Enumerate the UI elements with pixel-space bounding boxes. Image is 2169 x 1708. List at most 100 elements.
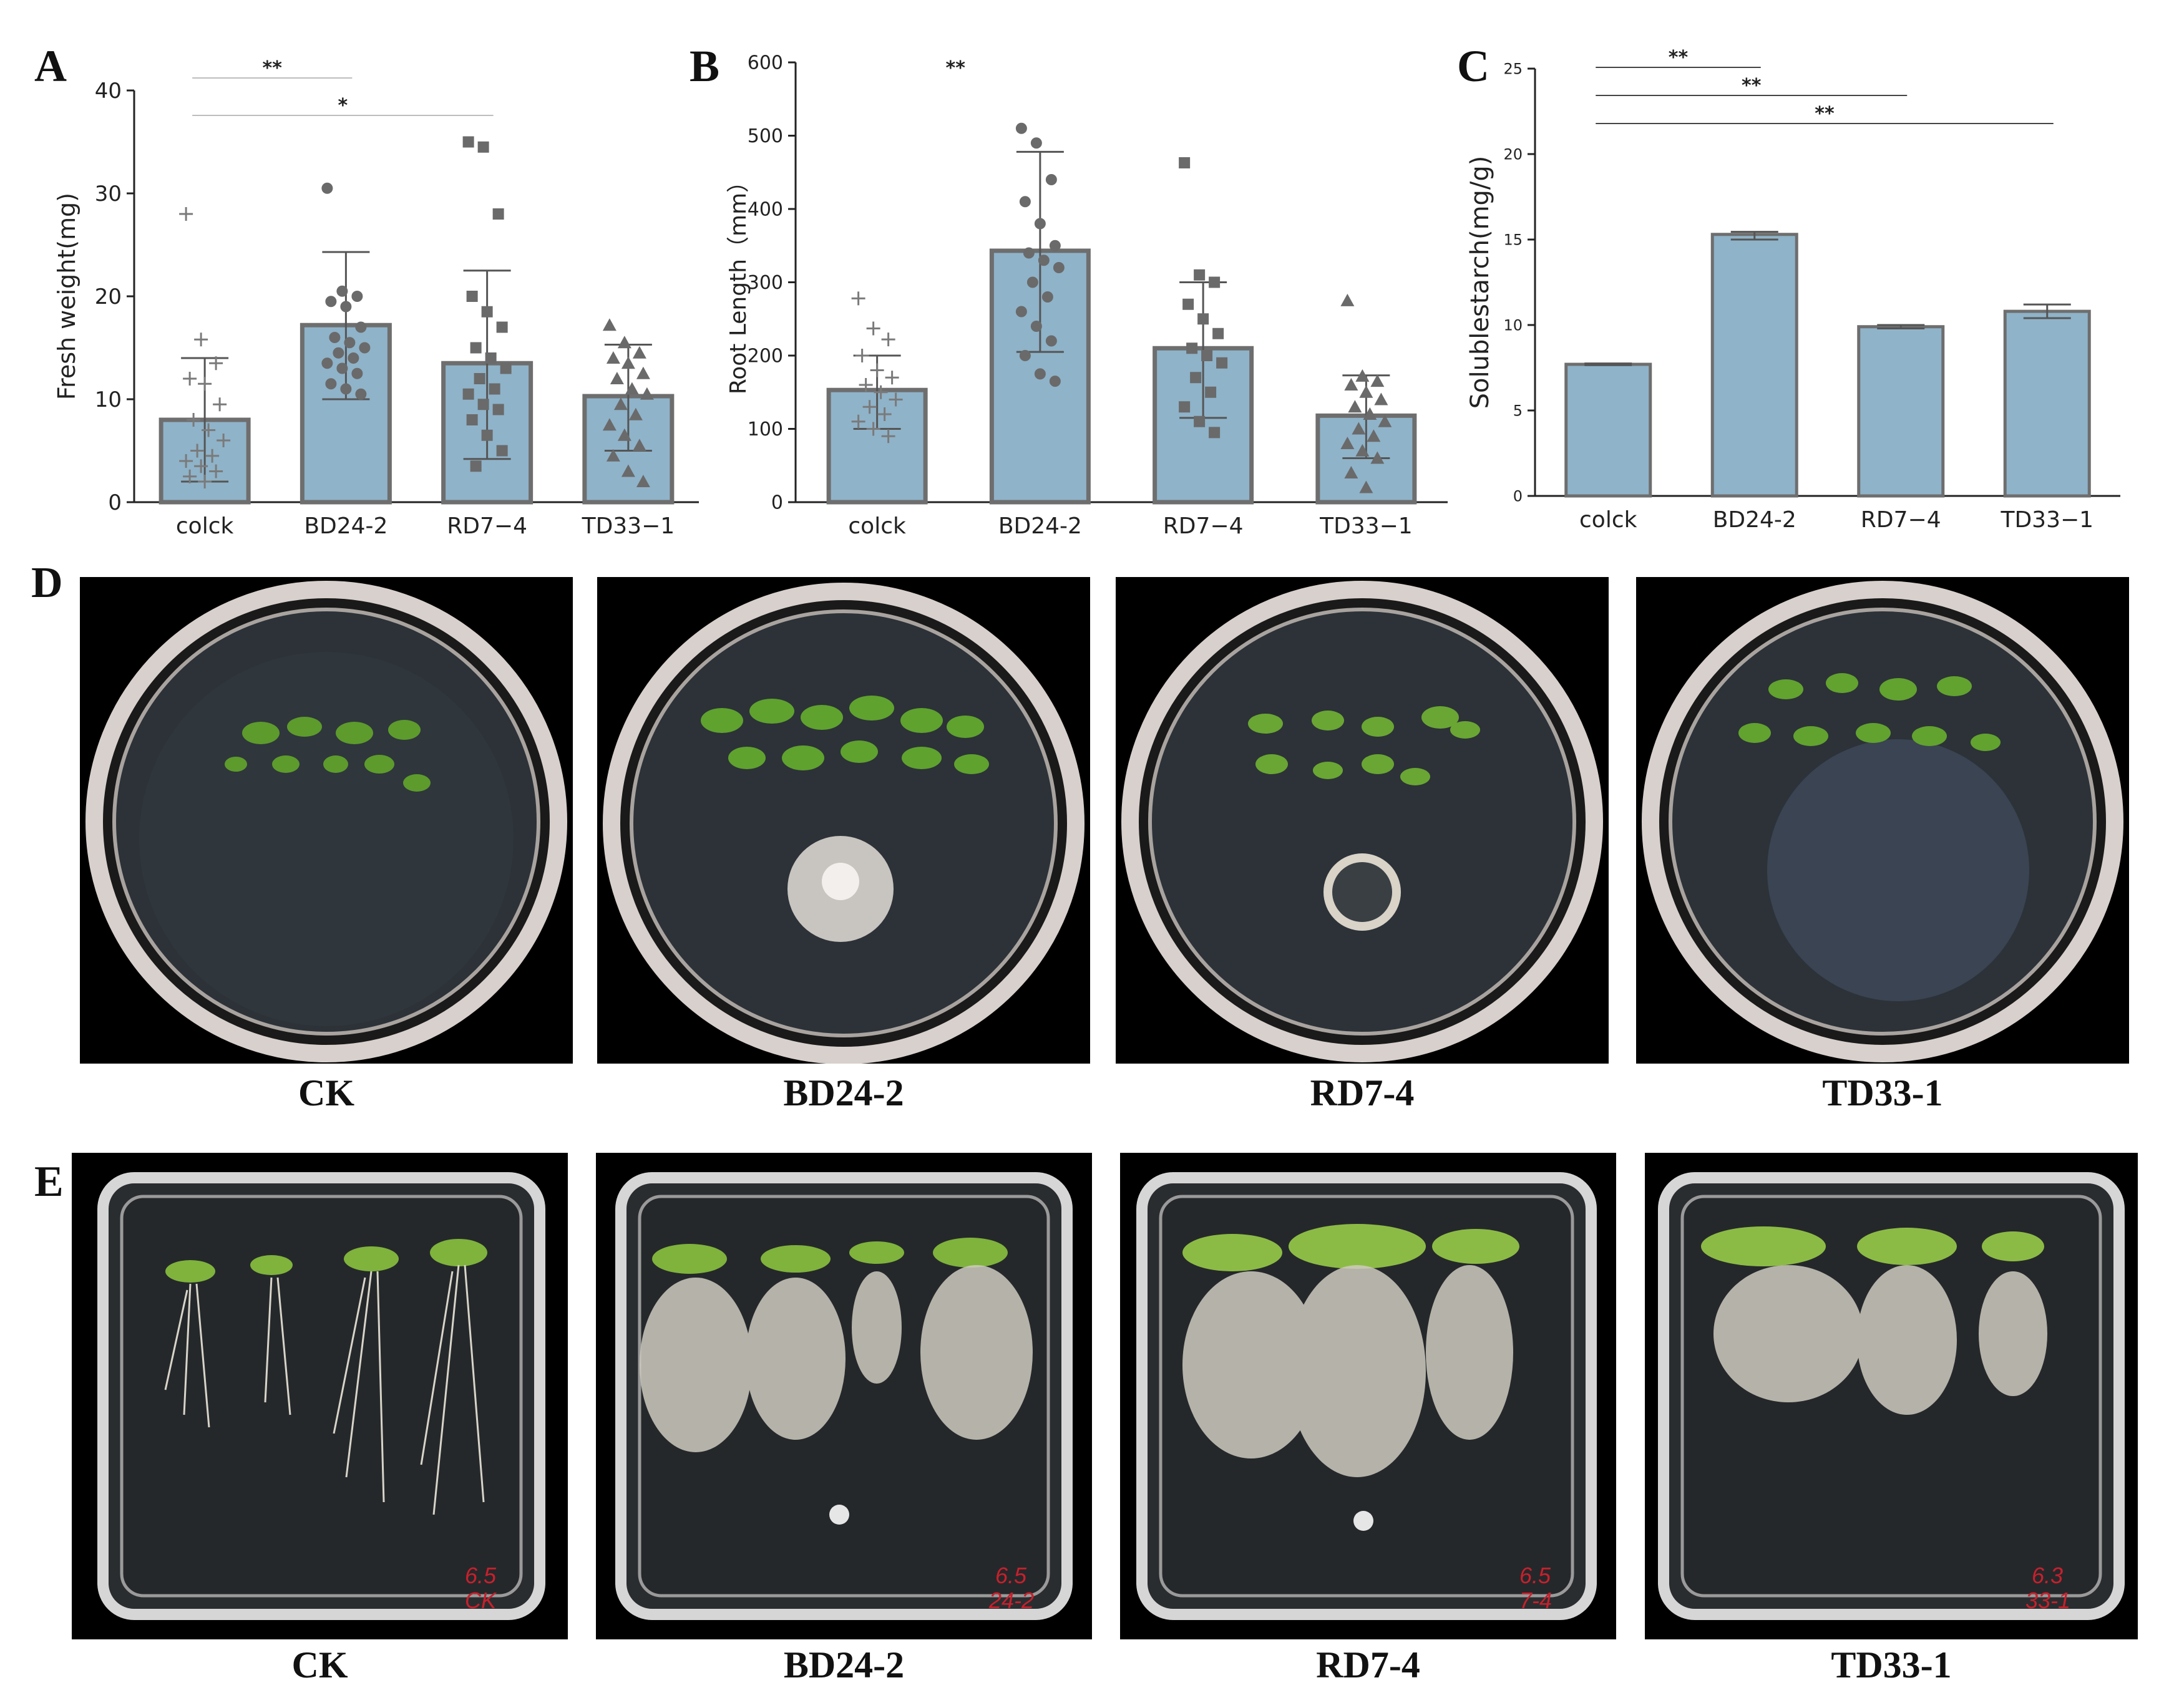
data-point [1049, 240, 1061, 251]
panel-letter: C [1457, 41, 1489, 91]
significance-label: ** [1669, 47, 1689, 69]
data-point [636, 475, 650, 487]
significance-label: ** [1742, 75, 1762, 97]
data-point [477, 141, 489, 153]
data-point [1053, 262, 1065, 273]
data-point [1015, 122, 1027, 134]
caption-d-ck: CK [298, 1072, 354, 1114]
data-point [359, 342, 371, 354]
data-point [340, 301, 352, 313]
data-point [1186, 342, 1198, 354]
data-point [198, 377, 212, 391]
data-point [477, 399, 489, 410]
square-plate-image: 6.5 24-2 [615, 1172, 1073, 1620]
caption-e-td33-1: TD33-1 [1831, 1644, 1952, 1686]
caption-e-rd7-4: RD7-4 [1316, 1644, 1420, 1686]
category-label: RD7−4 [1163, 513, 1244, 539]
data-point [1359, 480, 1373, 493]
data-point [602, 318, 617, 331]
data-point [1023, 247, 1035, 259]
data-point [492, 404, 504, 415]
data-point [209, 356, 223, 371]
square-plate-image: 6.5 CK [97, 1172, 545, 1620]
data-point [881, 429, 895, 444]
category-label: TD33−1 [582, 513, 675, 539]
data-point [866, 321, 880, 336]
data-point [1355, 369, 1370, 382]
data-point [336, 285, 348, 297]
data-point [355, 321, 367, 333]
y-tick-label: 20 [1503, 145, 1523, 163]
data-point [1034, 368, 1046, 380]
data-point [1179, 401, 1191, 413]
data-point [870, 363, 884, 377]
data-point [481, 306, 493, 318]
data-point [321, 357, 333, 369]
y-tick-label: 10 [95, 387, 122, 412]
data-point [179, 207, 193, 221]
data-point [1194, 269, 1206, 281]
data-point [1363, 407, 1377, 420]
photo-e-ck: 6.5 CK [72, 1153, 568, 1639]
y-tick-label: 300 [748, 272, 783, 294]
data-point [351, 367, 363, 379]
y-tick-label: 30 [95, 182, 122, 206]
category-label: RD7−4 [1861, 507, 1941, 533]
photo-e-bd24-2: 6.5 24-2 [596, 1153, 1092, 1639]
data-point [344, 337, 356, 349]
data-point [1197, 313, 1209, 325]
caption-d-bd24-2: BD24-2 [783, 1072, 904, 1114]
caption-e-ck: CK [291, 1644, 348, 1686]
significance-label: ** [1815, 103, 1835, 125]
data-point [205, 449, 220, 463]
y-tick-label: 0 [771, 492, 783, 514]
plate-label-line1: 6.5 [465, 1563, 497, 1588]
data-point [1045, 174, 1057, 185]
data-point [881, 332, 895, 347]
data-point [617, 428, 631, 441]
data-point [1030, 137, 1042, 149]
panel-letter-e: E [34, 1158, 64, 1206]
data-point [217, 434, 231, 447]
data-point [1190, 372, 1202, 384]
data-point [1201, 350, 1213, 361]
y-tick-label: 600 [748, 52, 783, 74]
data-point [1344, 378, 1358, 391]
data-point [1340, 293, 1355, 306]
data-point [1209, 276, 1221, 288]
data-point [500, 362, 512, 374]
y-tick-label: 20 [95, 284, 122, 309]
y-axis-label: Fresh weight(mg) [53, 193, 80, 400]
data-point [1182, 298, 1194, 310]
data-point [640, 387, 654, 400]
data-point [866, 422, 880, 436]
data-point [851, 414, 865, 429]
y-tick-label: 40 [95, 79, 122, 104]
caption-d-td33-1: TD33-1 [1822, 1072, 1943, 1114]
category-label: RD7−4 [447, 513, 527, 539]
data-point [202, 423, 216, 437]
significance-label: ** [263, 57, 283, 79]
chart-b: B 0 100 200 300 400 500 600 Root Length（mm） colck… [690, 41, 1448, 539]
data-point [877, 407, 892, 421]
data-point [1026, 276, 1038, 288]
data-point [462, 388, 474, 400]
panel-letter-d: D [31, 559, 63, 607]
data-point [474, 373, 485, 384]
data-point [1179, 157, 1191, 168]
data-point [625, 382, 639, 395]
data-point [1340, 437, 1355, 449]
data-point [889, 392, 903, 407]
data-point [1019, 350, 1031, 361]
data-point [496, 321, 508, 333]
data-point [1049, 376, 1061, 387]
data-point [1030, 321, 1042, 332]
photo-d-ck [80, 577, 573, 1064]
data-point [470, 460, 482, 472]
data-point [466, 291, 478, 302]
plate-label-line2: CK [465, 1588, 497, 1613]
plate-label-line2: 24-2 [988, 1588, 1034, 1613]
y-tick-label: 15 [1503, 231, 1523, 248]
data-point [855, 349, 869, 362]
petri-dish-image [1121, 581, 1603, 1062]
